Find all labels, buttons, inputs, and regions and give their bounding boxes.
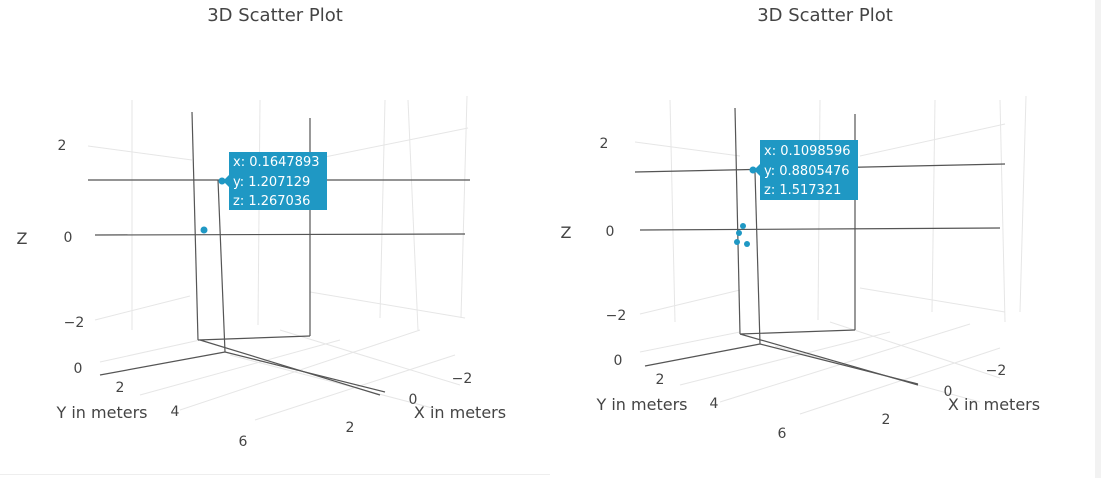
z-tick-label: 0 [64, 230, 73, 246]
gridline [829, 321, 1001, 379]
scene-3d[interactable]: 2 0 −2 0 2 4 6 −2 0 2 Z Y in meters X in… [0, 0, 550, 478]
gridline [669, 99, 676, 323]
gridline [679, 331, 891, 386]
gridline [279, 329, 461, 386]
gridline [99, 339, 201, 363]
y-axis-title: Y in meters [56, 403, 148, 422]
axis-line [639, 227, 1001, 231]
axis-line [644, 343, 761, 367]
gridline [817, 99, 821, 321]
hover-z-text: z: 1.267036 [233, 194, 310, 209]
hover-box [760, 140, 858, 200]
gridline [94, 295, 191, 321]
gridline [799, 347, 1001, 415]
gridline [257, 99, 261, 326]
x-tick-label: −2 [452, 371, 473, 387]
z-tick-label: 0 [614, 353, 623, 369]
gridline [859, 287, 1006, 313]
x-tick-label: 2 [882, 412, 891, 428]
z-tick-label: −2 [64, 315, 85, 331]
scrollbar[interactable] [1095, 0, 1101, 478]
gridline [309, 291, 466, 319]
gridline [931, 99, 936, 313]
y-tick-label: 2 [116, 380, 125, 396]
axis-line [754, 171, 761, 345]
hover-y-text: y: 1.207129 [233, 175, 310, 190]
x-tick-label: −2 [986, 363, 1007, 379]
axis-line [734, 107, 741, 335]
z-tick-label: 2 [58, 138, 67, 154]
hover-pointer [754, 164, 760, 176]
chart-title: 3D Scatter Plot [207, 5, 343, 26]
chart-panel-left: 3D Scatter Plot [0, 0, 550, 478]
chart-title: 3D Scatter Plot [757, 5, 893, 26]
gridline [139, 339, 341, 396]
gridline [379, 99, 386, 319]
data-point[interactable] [736, 230, 742, 236]
chart-panel-right: 3D Scatter Plot [550, 0, 1100, 478]
axis-line [191, 111, 199, 341]
z-tick-label: 2 [600, 136, 609, 152]
gridline [407, 99, 419, 331]
z-axis-title: Z [561, 223, 572, 242]
axis-line [94, 233, 466, 236]
gridline [639, 289, 741, 315]
hover-x-text: x: 0.1647893 [233, 155, 320, 170]
y-tick-label: 2 [656, 372, 665, 388]
gridline [229, 354, 441, 411]
axis-line [99, 351, 226, 376]
x-axis-title: X in meters [414, 403, 506, 422]
gridline [999, 99, 1006, 323]
x-tick-label: 0 [409, 392, 418, 408]
data-point[interactable] [749, 166, 757, 174]
axis-titles: Z Y in meters X in meters [17, 229, 507, 422]
y-tick-label: 6 [239, 434, 248, 450]
hover-x-text: x: 0.1098596 [764, 144, 851, 159]
gridline [634, 141, 741, 157]
points [734, 166, 757, 247]
hover-z-text: z: 1.517321 [764, 183, 841, 198]
data-point[interactable] [740, 223, 746, 229]
y-axis-title: Y in meters [596, 395, 688, 414]
y-tick-label: 6 [778, 426, 787, 442]
data-point[interactable] [200, 226, 208, 234]
x-axis-title: X in meters [948, 395, 1040, 414]
gridline [1019, 95, 1027, 313]
z-tick-label: −2 [606, 308, 627, 324]
points [200, 177, 226, 234]
data-point[interactable] [218, 177, 226, 185]
gridline [859, 123, 1006, 157]
hover-label: x: 0.1098596 y: 0.8805476 z: 1.517321 [754, 140, 858, 200]
data-point[interactable] [734, 239, 740, 245]
z-tick-label: 0 [74, 361, 83, 377]
axis-line [199, 339, 381, 396]
gridline [460, 95, 468, 319]
axis-line [739, 329, 856, 335]
y-tick-label: 4 [710, 396, 719, 412]
tick-labels: 2 0 −2 0 2 4 6 −2 0 2 [600, 136, 1007, 442]
divider [0, 474, 550, 475]
axis-line [217, 179, 226, 353]
gridlines [87, 95, 469, 421]
gridlines [634, 95, 1027, 415]
gridline [639, 331, 741, 353]
hover-y-text: y: 0.8805476 [764, 164, 850, 179]
gridline [87, 145, 193, 161]
axis-line [197, 335, 311, 341]
x-tick-label: 2 [346, 420, 355, 436]
z-axis-title: Z [17, 229, 28, 248]
scene-3d[interactable]: 2 0 −2 0 2 4 6 −2 0 2 Z Y in meters X in… [550, 0, 1100, 478]
z-tick-label: 0 [606, 224, 615, 240]
hover-box [229, 152, 327, 210]
hover-pointer [223, 175, 229, 187]
axis-line [739, 333, 919, 386]
y-tick-label: 4 [171, 404, 180, 420]
tick-labels: 2 0 −2 0 2 4 6 −2 0 2 [58, 138, 473, 450]
gridline [719, 323, 971, 403]
axis-titles: Z Y in meters X in meters [561, 223, 1041, 414]
data-point[interactable] [744, 241, 750, 247]
x-tick-label: 0 [944, 384, 953, 400]
hover-label: x: 0.1647893 y: 1.207129 z: 1.267036 [223, 152, 327, 210]
gridline [309, 127, 469, 161]
